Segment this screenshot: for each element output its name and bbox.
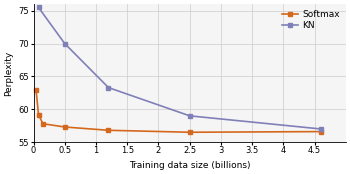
KN bbox=[106, 86, 111, 89]
X-axis label: Training data size (billions): Training data size (billions) bbox=[129, 161, 250, 170]
Y-axis label: Perplexity: Perplexity bbox=[4, 50, 13, 96]
KN bbox=[319, 128, 323, 130]
Softmax bbox=[319, 130, 323, 133]
Softmax bbox=[63, 126, 67, 128]
Softmax bbox=[34, 89, 38, 91]
Line: KN: KN bbox=[36, 6, 323, 131]
Softmax bbox=[188, 131, 192, 133]
Legend: Softmax, KN: Softmax, KN bbox=[280, 9, 341, 32]
Softmax bbox=[106, 129, 111, 131]
Softmax bbox=[36, 113, 41, 116]
Softmax bbox=[41, 123, 45, 125]
Line: Softmax: Softmax bbox=[34, 88, 323, 134]
KN bbox=[63, 42, 67, 45]
KN bbox=[188, 115, 192, 117]
KN bbox=[36, 6, 41, 9]
